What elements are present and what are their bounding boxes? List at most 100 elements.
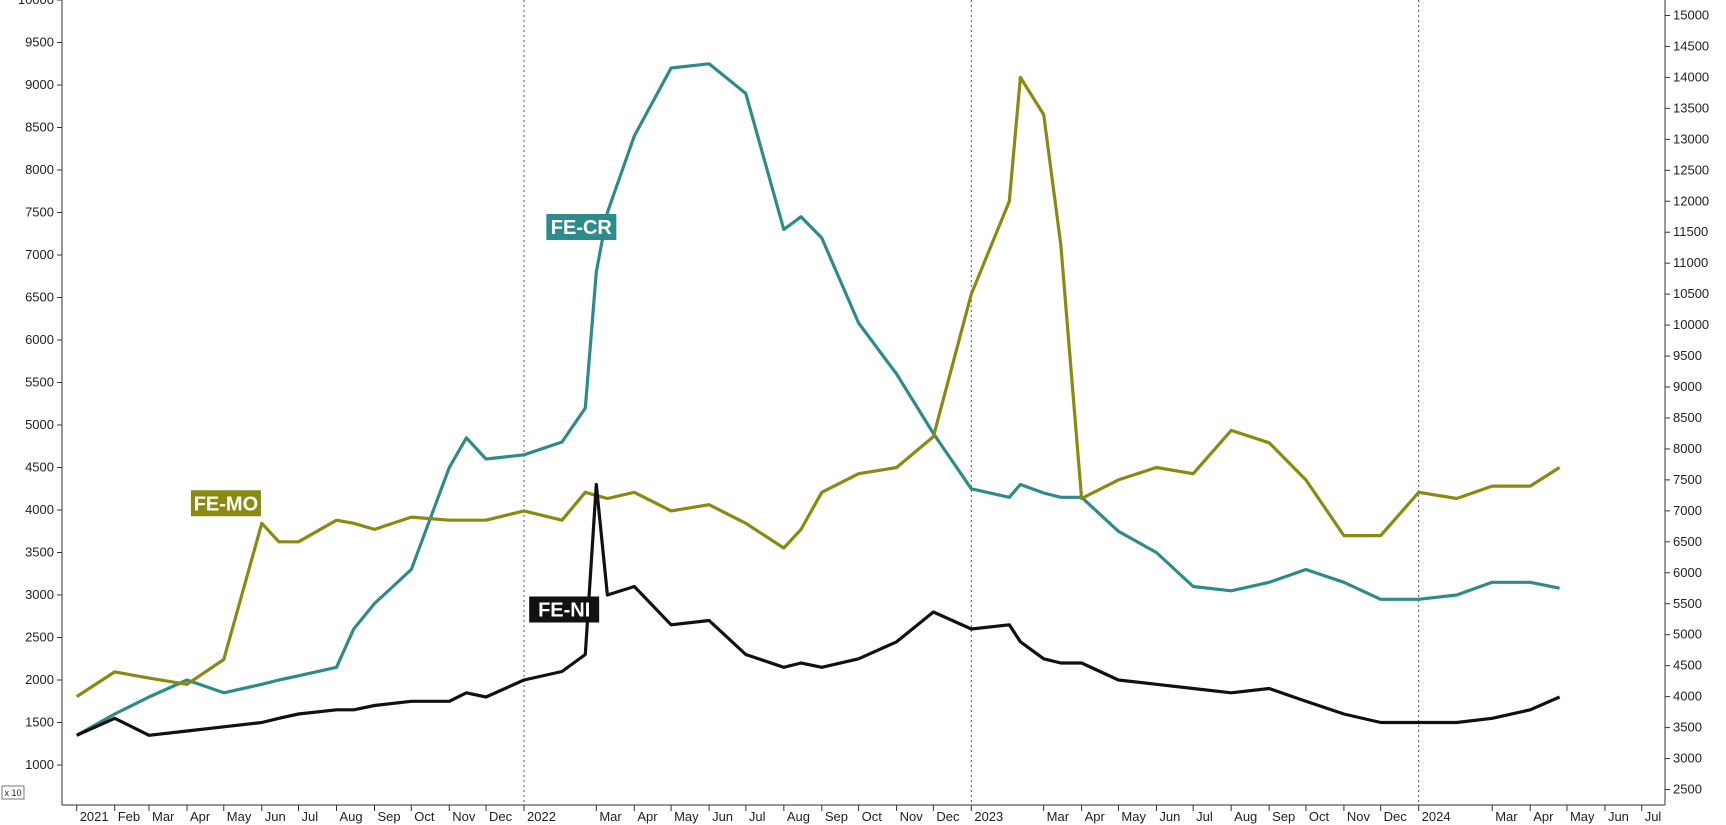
left-tick-label: 4000 [25, 502, 54, 517]
x-tick-label: Sep [378, 809, 401, 824]
left-tick-label: 6000 [25, 332, 54, 347]
series-label-fe-ni: FE-NI [529, 596, 600, 623]
x-tick-label: Sep [825, 809, 848, 824]
x-tick-label: 2023 [974, 809, 1003, 824]
x-tick-label: Mar [152, 809, 175, 824]
right-tick-label: 6500 [1673, 534, 1702, 549]
series-label-box [546, 214, 617, 240]
right-tick-label: 7500 [1673, 472, 1702, 487]
left-tick-label: 10000 [18, 0, 54, 7]
x-tick-label: Nov [452, 809, 476, 824]
x-tick-label: May [1570, 809, 1595, 824]
series-line-fe-cr [75, 62, 1560, 737]
x-tick-label: Oct [1309, 809, 1330, 824]
right-tick-label: 13500 [1673, 100, 1709, 115]
left-tick-label: 3500 [25, 545, 54, 560]
right-tick-label: 10500 [1673, 286, 1709, 301]
left-tick-label: 2500 [25, 630, 54, 645]
x-tick-label: Jun [1608, 809, 1629, 824]
x-axis: 2021 Feb Mar Apr May Jun Jul Aug Sep Oct Nov Dec 202… [76, 805, 1662, 824]
right-tick-label: 3000 [1673, 751, 1702, 766]
left-tick-label: 4500 [25, 460, 54, 475]
left-tick-label: 7000 [25, 247, 54, 262]
right-tick-label: 4000 [1673, 689, 1702, 704]
series-label-fe-mo: FE-MO [190, 490, 261, 517]
right-tick-label: 5500 [1673, 596, 1702, 611]
left-tick-label: 3000 [25, 587, 54, 602]
series-labels: FE-CR FE-MO FE-NI [190, 214, 617, 623]
gridlines [523, 0, 1420, 805]
left-tick-label: 1500 [25, 715, 54, 730]
x-tick-label: Jun [712, 809, 733, 824]
x-tick-label: Dec [1384, 809, 1408, 824]
x-tick-label: Sep [1272, 809, 1295, 824]
right-y-axis: 2500 3000 3500 4000 4500 5000 5500 6000 6500 7000… [1665, 7, 1709, 797]
right-tick-label: 5000 [1673, 627, 1702, 642]
plot-background [60, 0, 1665, 805]
right-tick-label: 2500 [1673, 782, 1702, 797]
left-tick-label: 9500 [25, 35, 54, 50]
x-tick-label: 2021 [80, 809, 109, 824]
x-tick-label: Dec [936, 809, 960, 824]
x-tick-label: Nov [1347, 809, 1371, 824]
right-tick-label: 11000 [1673, 255, 1708, 270]
x-tick-label: Apr [1085, 809, 1106, 824]
right-tick-label: 12000 [1673, 193, 1709, 208]
right-tick-label: 8000 [1673, 441, 1702, 456]
series-line-fe-ni [76, 482, 1561, 737]
series-label-text: FE-CR [551, 217, 613, 239]
x-tick-label: May [227, 809, 252, 824]
x-tick-label: May [1121, 809, 1146, 824]
series-label-text: FE-MO [194, 493, 258, 515]
x-tick-label: Apr [190, 809, 211, 824]
x-tick-label: Aug [340, 809, 363, 824]
series-lines [75, 62, 1561, 737]
x-tick-label: Mar [1047, 809, 1070, 824]
x-tick-label: 2024 [1422, 809, 1451, 824]
series-label-box [190, 490, 261, 517]
left-y-axis: 1000 1500 2000 2500 3000 3500 4000 4500 5000 5500… [18, 0, 62, 772]
x-tick-label: Jun [265, 809, 286, 824]
x-tick-label: Jun [1159, 809, 1180, 824]
x-tick-label: Oct [862, 809, 883, 824]
x-tick-label: May [674, 809, 699, 824]
axes [61, 0, 1666, 806]
left-tick-label: 5500 [25, 375, 54, 390]
x-tick-label: Apr [637, 809, 658, 824]
scale-note: x 10 [1, 785, 25, 800]
x-tick-label: Oct [414, 809, 435, 824]
left-tick-label: 7500 [25, 205, 54, 220]
x-tick-label: Jul [749, 809, 766, 824]
right-tick-label: 14000 [1673, 69, 1709, 84]
scale-note-text: x 10 [4, 788, 21, 798]
series-line-fe-mo [75, 75, 1561, 698]
x-tick-label: Jul [302, 809, 319, 824]
right-tick-label: 4500 [1673, 658, 1702, 673]
left-tick-label: 8000 [25, 162, 54, 177]
right-tick-label: 12500 [1673, 162, 1709, 177]
right-tick-label: 8500 [1673, 410, 1702, 425]
left-tick-label: 2000 [25, 672, 54, 687]
right-tick-label: 15000 [1673, 7, 1709, 22]
right-tick-label: 11500 [1673, 224, 1708, 239]
x-tick-label: Jul [1196, 809, 1213, 824]
right-tick-label: 9500 [1673, 348, 1702, 363]
x-tick-label: Mar [1495, 809, 1518, 824]
x-tick-label: Dec [489, 809, 513, 824]
left-tick-label: 6500 [25, 290, 54, 305]
right-tick-label: 10000 [1673, 317, 1709, 332]
x-tick-label: Feb [118, 809, 140, 824]
x-tick-label: Aug [1234, 809, 1257, 824]
series-label-fe-cr: FE-CR [546, 214, 617, 240]
right-tick-label: 9000 [1673, 379, 1702, 394]
x-tick-label: Jul [1645, 809, 1662, 824]
right-tick-label: 6000 [1673, 565, 1702, 580]
left-tick-label: 5000 [25, 417, 54, 432]
right-tick-label: 7000 [1673, 503, 1702, 518]
right-tick-label: 13000 [1673, 131, 1709, 146]
series-label-box [529, 596, 600, 623]
x-tick-label: Apr [1533, 809, 1554, 824]
x-tick-label: Nov [900, 809, 924, 824]
right-tick-label: 14500 [1673, 38, 1709, 53]
